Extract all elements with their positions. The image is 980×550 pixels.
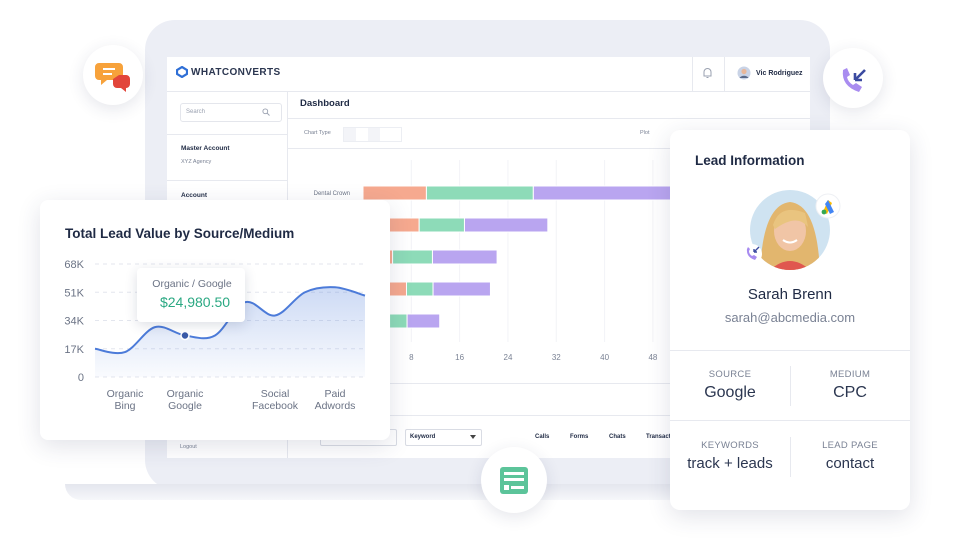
- nav-section[interactable]: Account: [181, 192, 207, 199]
- logo-icon: [176, 66, 188, 78]
- bar-segment: [432, 281, 491, 297]
- y-tick-label: 17K: [64, 344, 84, 356]
- user-name[interactable]: Vic Rodriguez: [756, 70, 803, 77]
- y-tick-label: 34K: [64, 316, 84, 328]
- divider: [790, 366, 791, 406]
- search-icon: [262, 108, 270, 116]
- divider: [167, 91, 810, 92]
- bar-segment: [463, 217, 549, 233]
- search-box[interactable]: [180, 103, 282, 122]
- keyword-dropdown-label[interactable]: Keyword: [410, 434, 436, 440]
- tooltip-title: Organic / Google: [152, 278, 232, 290]
- x-tick-label: 32: [552, 353, 561, 362]
- plot-label: Plot: [640, 130, 650, 136]
- field-label: MEDIUM: [829, 369, 871, 380]
- tooltip-value: $24,980.50: [159, 294, 231, 310]
- y-tick-label: 51K: [64, 287, 84, 299]
- category-label: Dental Crown: [314, 191, 350, 197]
- keyword-dropdown[interactable]: [405, 429, 482, 446]
- logo[interactable]: WHATCONVERTS: [191, 67, 281, 78]
- divider: [287, 383, 810, 384]
- field-label: LEAD PAGE: [822, 440, 878, 451]
- lead-name: Sarah Brenn: [747, 286, 833, 303]
- form-badge: [481, 447, 547, 513]
- call-badge: [823, 48, 883, 108]
- field-value: contact: [825, 455, 875, 472]
- user-avatar[interactable]: [737, 66, 751, 80]
- y-tick-label: 0: [78, 372, 84, 384]
- bar-segment: [431, 249, 498, 265]
- divider: [167, 180, 287, 181]
- highlight-point: [180, 330, 190, 341]
- phone-icon: [842, 68, 866, 92]
- chart-type-toggle[interactable]: [343, 127, 402, 142]
- field-label: KEYWORDS: [701, 440, 759, 451]
- chart-type-label: Chart Type: [304, 130, 331, 136]
- divider: [790, 437, 791, 477]
- field-value: track + leads: [687, 455, 773, 472]
- divider: [287, 415, 810, 416]
- logout-link[interactable]: Logout: [180, 444, 197, 450]
- divider: [670, 420, 910, 421]
- lead-avatar: [742, 190, 841, 270]
- tab[interactable]: Transact: [646, 434, 671, 440]
- line-area: [95, 287, 365, 377]
- x-tick-label: 24: [504, 353, 513, 362]
- y-tick-label: 68K: [64, 259, 84, 271]
- lead-email[interactable]: sarah@abcmedia.com: [724, 310, 856, 325]
- x-tick-label: Paid Adwords: [314, 388, 356, 412]
- chat-bubble-badge: [83, 45, 143, 105]
- x-tick-label: 48: [648, 353, 657, 362]
- field-label: SOURCE: [708, 369, 752, 380]
- divider: [692, 57, 693, 91]
- field-value: CPC: [833, 384, 867, 401]
- tab[interactable]: Calls: [535, 434, 550, 440]
- x-tick-label: Organic Google: [166, 388, 204, 412]
- card-title: Total Lead Value by Source/Medium: [65, 226, 295, 241]
- tooltip: [137, 268, 245, 322]
- tab[interactable]: Chats: [609, 434, 626, 440]
- x-tick-label: 40: [600, 353, 609, 362]
- divider: [724, 57, 725, 91]
- divider: [287, 118, 810, 119]
- field-value: Google: [704, 384, 756, 401]
- bar-segment: [406, 313, 441, 329]
- x-tick-label: Social Facebook: [251, 388, 299, 412]
- chat-icon: [95, 63, 130, 92]
- divider: [670, 350, 910, 351]
- form-icon: [500, 467, 528, 494]
- card-title: Lead Information: [695, 153, 805, 168]
- tab[interactable]: Forms: [570, 434, 589, 440]
- bell-icon[interactable]: [702, 67, 713, 79]
- account-name[interactable]: XYZ Agency: [181, 159, 212, 165]
- x-tick-label: 8: [409, 353, 414, 362]
- x-tick-label: 16: [455, 353, 464, 362]
- x-tick-label: Organic Bing: [106, 388, 144, 412]
- divider: [167, 134, 287, 135]
- page-title: Dashboard: [300, 98, 350, 109]
- search-placeholder: Search: [186, 109, 206, 115]
- account-label: Master Account: [181, 145, 230, 152]
- divider: [287, 148, 810, 149]
- caret: [470, 435, 476, 439]
